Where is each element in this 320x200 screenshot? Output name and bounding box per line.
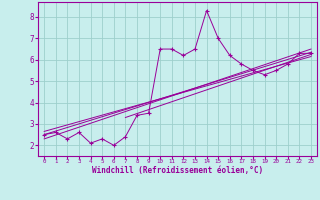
X-axis label: Windchill (Refroidissement éolien,°C): Windchill (Refroidissement éolien,°C) bbox=[92, 166, 263, 175]
